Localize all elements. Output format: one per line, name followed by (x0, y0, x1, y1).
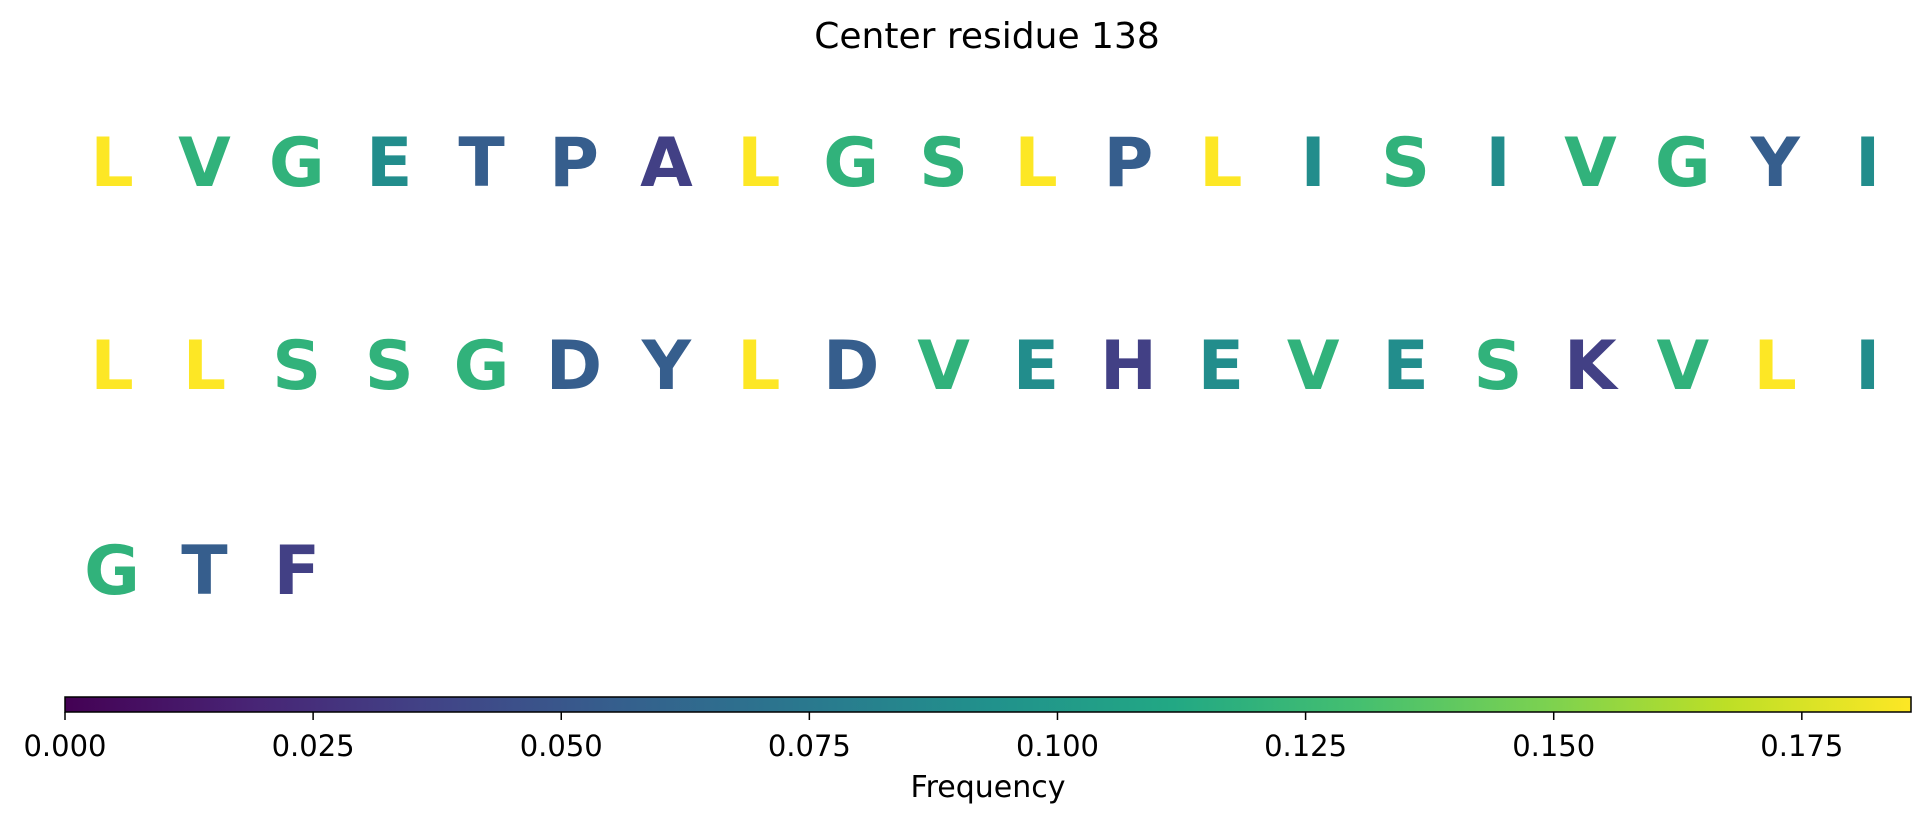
residue-letter: T (181, 532, 228, 611)
chart-title: Center residue 138 (814, 16, 1160, 57)
colorbar-tick-label: 0.175 (1760, 729, 1843, 763)
residue-letter: K (1564, 327, 1619, 406)
residue-letter: V (917, 327, 970, 406)
residue-letter: G (823, 124, 879, 203)
colorbar-ticks: 0.000 0.025 0.050 0.075 0.100 0.125 0.150 0.175 (23, 712, 1843, 763)
residue-letter: L (737, 124, 780, 203)
residue-letter: F (274, 532, 320, 611)
residue-letter: V (1564, 124, 1617, 203)
residue-letter: S (365, 327, 414, 406)
residue-letter: P (549, 124, 599, 203)
residue-letter: I (1855, 124, 1880, 203)
residue-letter: G (1655, 124, 1711, 203)
residue-letter: D (823, 327, 879, 406)
residue-letter: G (454, 327, 510, 406)
residue-letter: G (269, 124, 325, 203)
residue-letter: S (919, 124, 968, 203)
residue-letter: V (1656, 327, 1709, 406)
residue-letter: D (546, 327, 602, 406)
colorbar-frame (64, 696, 1912, 713)
colorbar-tick-label: 0.075 (768, 729, 851, 763)
colorbar-tick-label: 0.000 (23, 729, 106, 763)
residue-letter: S (1381, 124, 1430, 203)
residue-letter: L (90, 327, 133, 406)
residue-letter: L (737, 327, 780, 406)
residue-grid: L V G E T P A L G S L P L I S I V G Y IL L S S G D Y L D V E H E V E S K V L I… (84, 124, 1880, 611)
colorbar: 0.000 0.025 0.050 0.075 0.100 0.125 0.150 0.175… (23, 696, 1912, 805)
residue-letter: I (1855, 327, 1880, 406)
residue-letter: V (178, 124, 231, 203)
colorbar-tick-label: 0.050 (520, 729, 603, 763)
residue-letter: I (1301, 124, 1326, 203)
residue-letter: E (366, 124, 412, 203)
residue-letter: L (1754, 327, 1797, 406)
residue-letter: L (1199, 124, 1242, 203)
residue-letter: G (84, 532, 140, 611)
residue-letter: E (1382, 327, 1428, 406)
residue-letter: S (272, 327, 321, 406)
residue-letter: E (1198, 327, 1244, 406)
colorbar-tick-label: 0.125 (1264, 729, 1347, 763)
colorbar-gradient (65, 697, 1911, 712)
residue-letter: L (90, 124, 133, 203)
residue-letter: E (1013, 327, 1059, 406)
residue-letter: L (183, 327, 226, 406)
colorbar-label: Frequency (911, 770, 1066, 805)
residue-letter: Y (641, 327, 692, 406)
residue-letter: A (640, 124, 693, 203)
residue-letter: S (1474, 327, 1523, 406)
residue-letter: Y (1750, 124, 1801, 203)
residue-letter: V (1287, 327, 1340, 406)
residue-letter: L (1014, 124, 1057, 203)
residue-letter: I (1485, 124, 1510, 203)
residue-letter: H (1100, 327, 1157, 406)
colorbar-tick-label: 0.100 (1016, 729, 1099, 763)
residue-letter: T (458, 124, 505, 203)
colorbar-tick-label: 0.025 (272, 729, 355, 763)
colorbar-tick-label: 0.150 (1512, 729, 1595, 763)
residue-letter: P (1103, 124, 1153, 203)
